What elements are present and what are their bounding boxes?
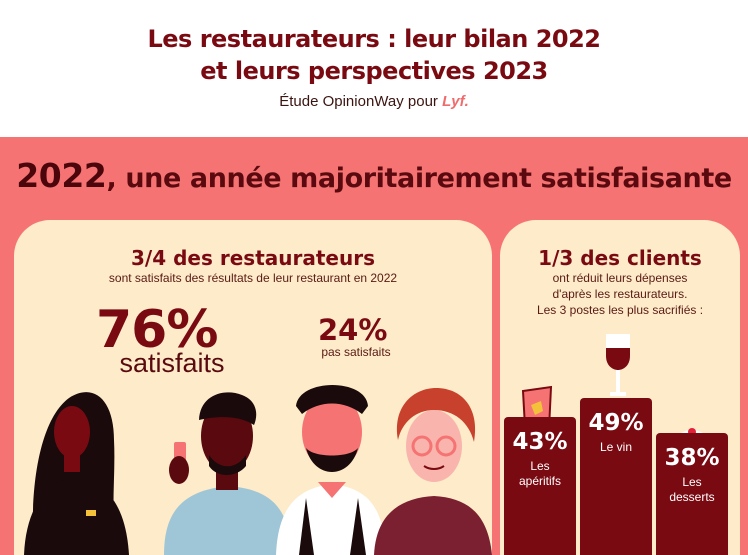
title-line-2: et leurs perspectives 2023 bbox=[200, 57, 548, 85]
bar-percent-1: 49% bbox=[588, 410, 644, 436]
section-year: 2022 bbox=[16, 156, 107, 195]
clients-headline: 1/3 des clients bbox=[538, 246, 702, 270]
title-line-1: Les restaurateurs : leur bilan 2022 bbox=[147, 25, 601, 53]
subtitle: Étude OpinionWay pour Lyf. bbox=[0, 93, 748, 110]
restaurateurs-illustration bbox=[24, 385, 492, 555]
wine-glass-icon bbox=[606, 334, 630, 396]
section-title-text: , une année majoritairement satisfaisant… bbox=[106, 163, 732, 194]
bar-label-2-2: desserts bbox=[669, 490, 715, 504]
clients-sub-1: ont réduit leurs dépenses bbox=[552, 271, 688, 285]
bar-label-2: Les bbox=[682, 475, 702, 489]
satisfaction-headline: 3/4 des restaurateurs bbox=[131, 246, 375, 270]
person-bearded-man bbox=[276, 385, 386, 555]
person-woman-dark-hair bbox=[24, 392, 129, 555]
satisfaction-subline: sont satisfaits des résultats de leur re… bbox=[108, 271, 398, 285]
not-satisfied-percent: 24% bbox=[318, 313, 388, 347]
bar-label-0: Les bbox=[530, 459, 550, 473]
satisfied-percent: 76% bbox=[96, 300, 218, 360]
header: Les restaurateurs : leur bilan 2022 et l… bbox=[0, 0, 748, 137]
clients-sub-2: d'après les restaurateurs. bbox=[552, 287, 688, 301]
bar-percent-2: 38% bbox=[664, 445, 720, 471]
not-satisfied-label: pas satisfaits bbox=[321, 345, 391, 359]
bar-2 bbox=[656, 433, 728, 555]
brand-logo: Lyf. bbox=[442, 93, 469, 110]
satisfied-label: satisfaits bbox=[119, 348, 225, 378]
bar-label-2-0: apéritifs bbox=[518, 474, 562, 488]
bar-1 bbox=[580, 398, 652, 555]
clients-sub-3: Les 3 postes les plus sacrifiés : bbox=[536, 303, 704, 317]
section-title: 2022, une année majoritairement satisfai… bbox=[0, 156, 748, 195]
bar-0 bbox=[504, 417, 576, 555]
person-woman-glasses bbox=[374, 388, 492, 555]
person-man-phone bbox=[164, 392, 292, 555]
bar-label-1: Le vin bbox=[599, 440, 633, 454]
subtitle-text: Étude OpinionWay pour bbox=[279, 93, 438, 110]
bar-percent-0: 43% bbox=[512, 429, 568, 455]
